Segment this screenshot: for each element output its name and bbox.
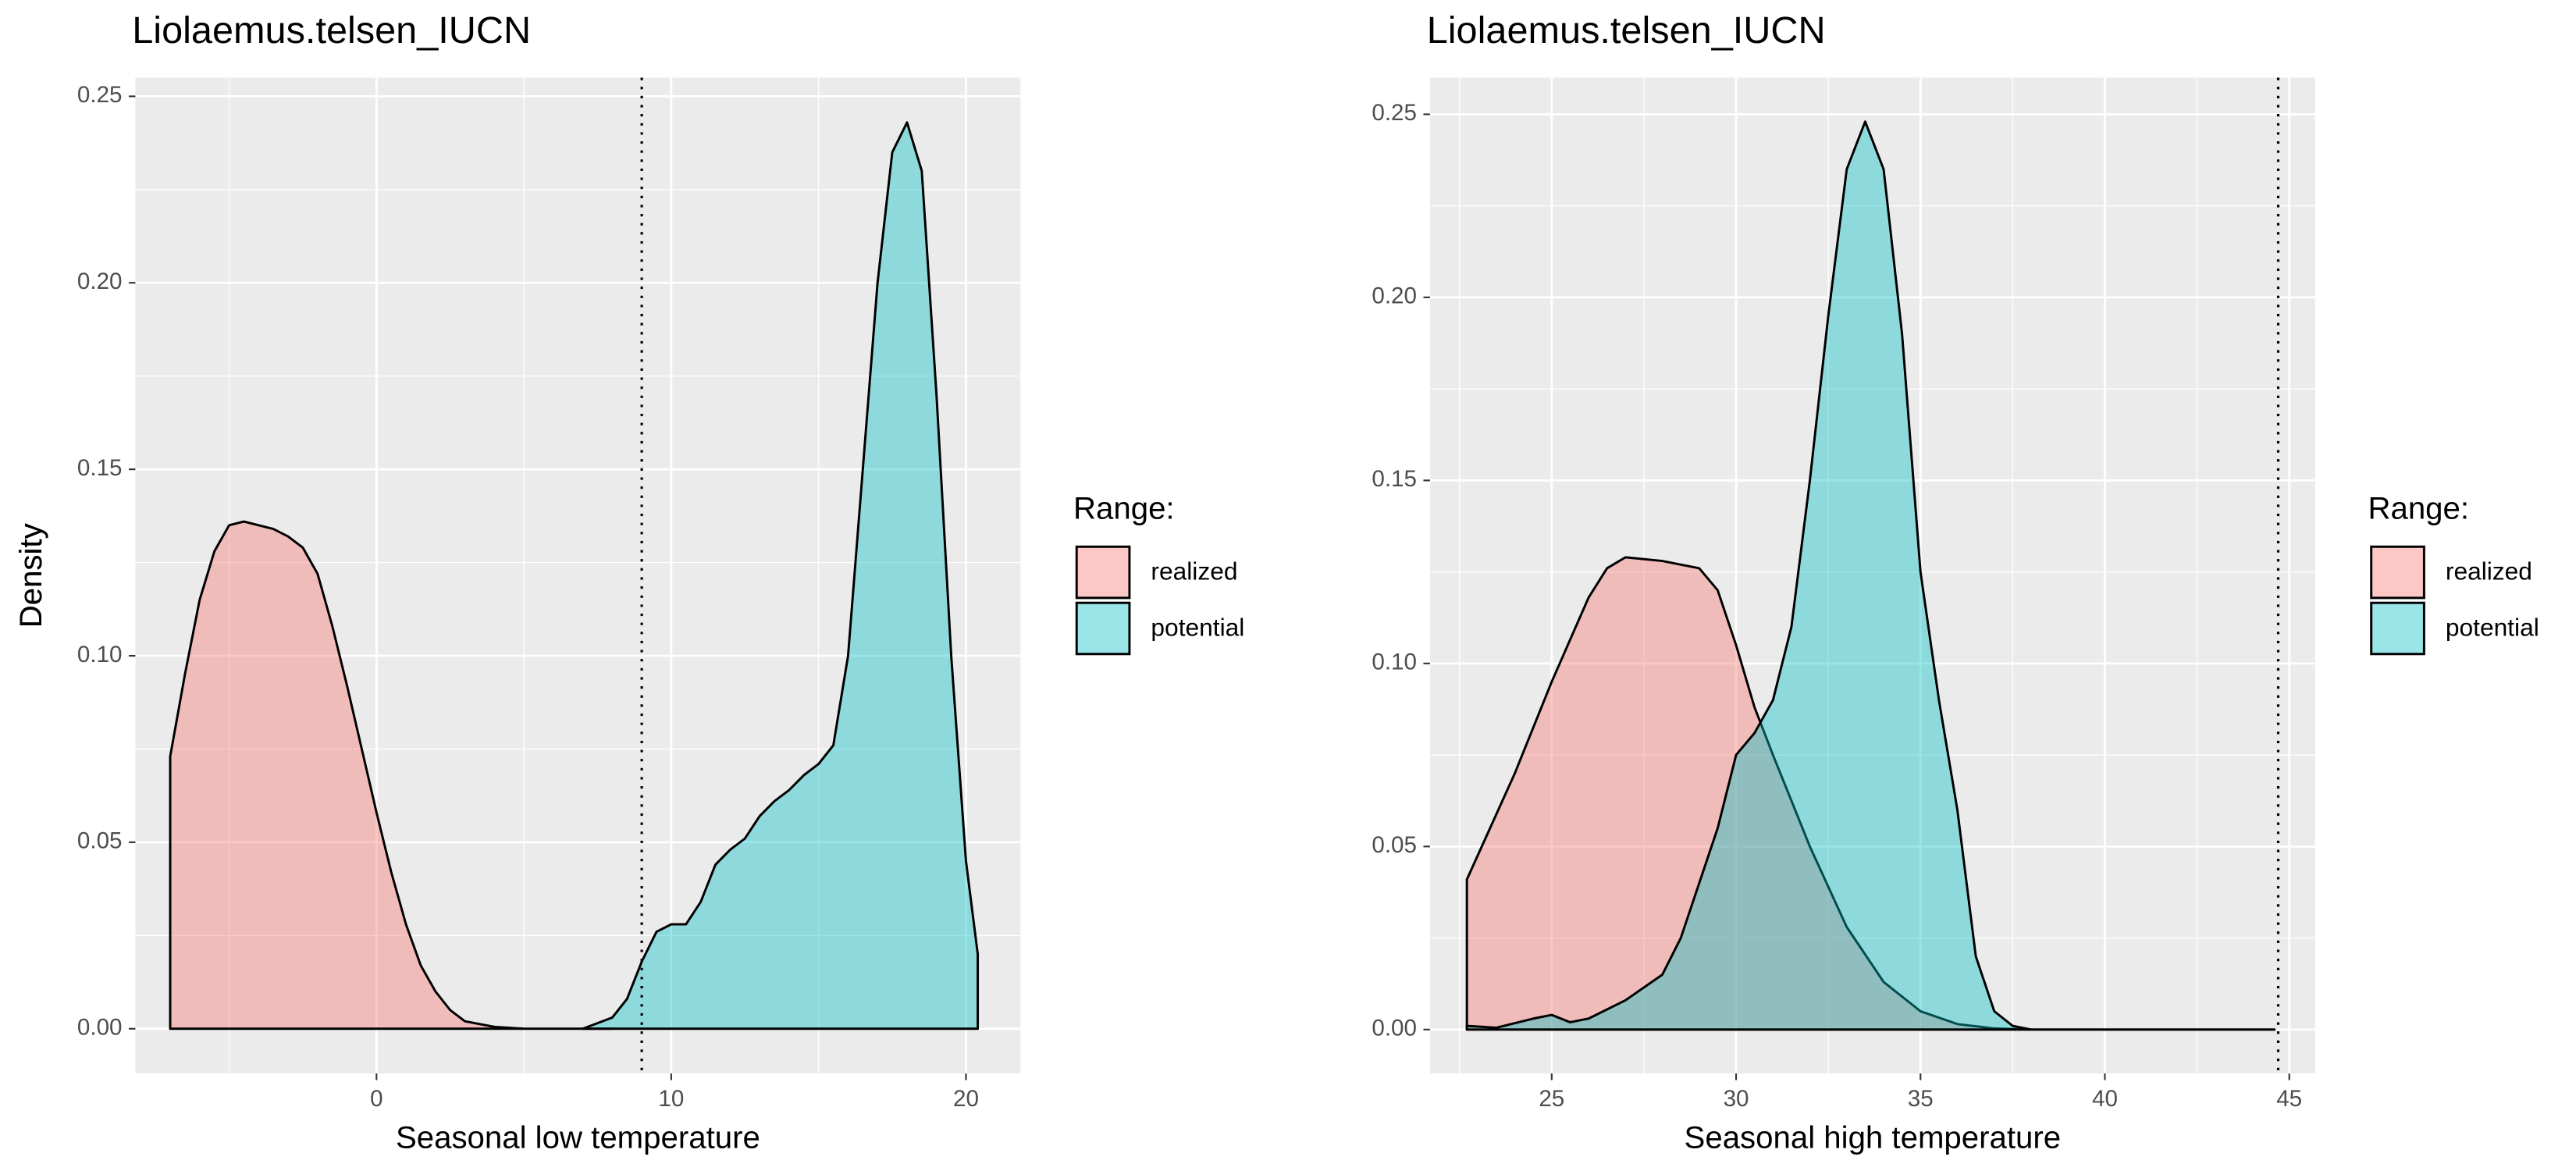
legend-key <box>2371 603 2425 654</box>
y-tick-label: 0.25 <box>1372 100 1417 126</box>
legend-title: Range: <box>2368 490 2469 525</box>
y-axis-title: Density <box>13 522 48 628</box>
legend-label: potential <box>1151 613 1244 641</box>
legend-key <box>1075 601 1131 656</box>
y-tick-label: 0.05 <box>1372 832 1417 858</box>
chart-title: Liolaemus.telsen_IUCN <box>132 9 531 52</box>
density-area <box>582 121 980 1030</box>
legend-label: realized <box>1151 557 1237 586</box>
legend-key <box>2370 601 2425 656</box>
legend-key <box>1076 603 1130 654</box>
plot-background <box>1429 77 2315 1074</box>
x-tick-label: 25 <box>1539 1086 1564 1112</box>
legend-title: Range: <box>1073 490 1175 525</box>
y-tick-label: 0.10 <box>77 642 123 667</box>
x-tick-label: 30 <box>1724 1086 1749 1112</box>
legend-key <box>1075 545 1131 600</box>
density-area <box>1465 120 2276 1031</box>
x-tick-label: 45 <box>2276 1086 2302 1112</box>
panel: 0.00 0.05 0.10 0.15 0.20 0.25 25 30 35 40 45 Liolae… <box>13 9 2539 1155</box>
panel: 0.00 0.05 0.10 0.15 0.20 0.25 0 10 20 Liolaemus.t… <box>13 9 1244 1155</box>
x-tick-label: 0 <box>370 1086 382 1112</box>
chart-title: Liolaemus.telsen_IUCN <box>1427 9 1826 52</box>
legend-label: realized <box>2446 557 2532 586</box>
x-tick-label: 35 <box>1908 1086 1934 1112</box>
legend-label: potential <box>2446 613 2539 641</box>
x-tick-label: 10 <box>658 1086 684 1112</box>
y-tick-label: 0.25 <box>77 82 123 108</box>
legend-key <box>2370 545 2425 600</box>
y-tick-label: 0.15 <box>77 455 123 481</box>
legend-key <box>1076 546 1130 598</box>
x-axis-title: Seasonal high temperature <box>1685 1119 2062 1155</box>
density-area <box>1465 556 2276 1031</box>
x-tick-label: 40 <box>2092 1086 2118 1112</box>
x-tick-label: 20 <box>953 1086 979 1112</box>
y-tick-label: 0.20 <box>77 269 123 294</box>
density-area <box>169 520 614 1030</box>
y-tick-label: 0.05 <box>77 828 123 854</box>
y-axis-title: Density <box>13 522 48 628</box>
x-axis-title: Seasonal low temperature <box>396 1119 760 1155</box>
y-tick-label: 0.00 <box>1372 1016 1417 1041</box>
y-tick-label: 0.00 <box>77 1015 123 1041</box>
y-tick-label: 0.15 <box>1372 466 1417 492</box>
legend-key <box>2371 546 2425 598</box>
plot-background <box>135 77 1021 1074</box>
y-tick-label: 0.20 <box>1372 283 1417 309</box>
y-tick-label: 0.10 <box>1372 650 1417 675</box>
